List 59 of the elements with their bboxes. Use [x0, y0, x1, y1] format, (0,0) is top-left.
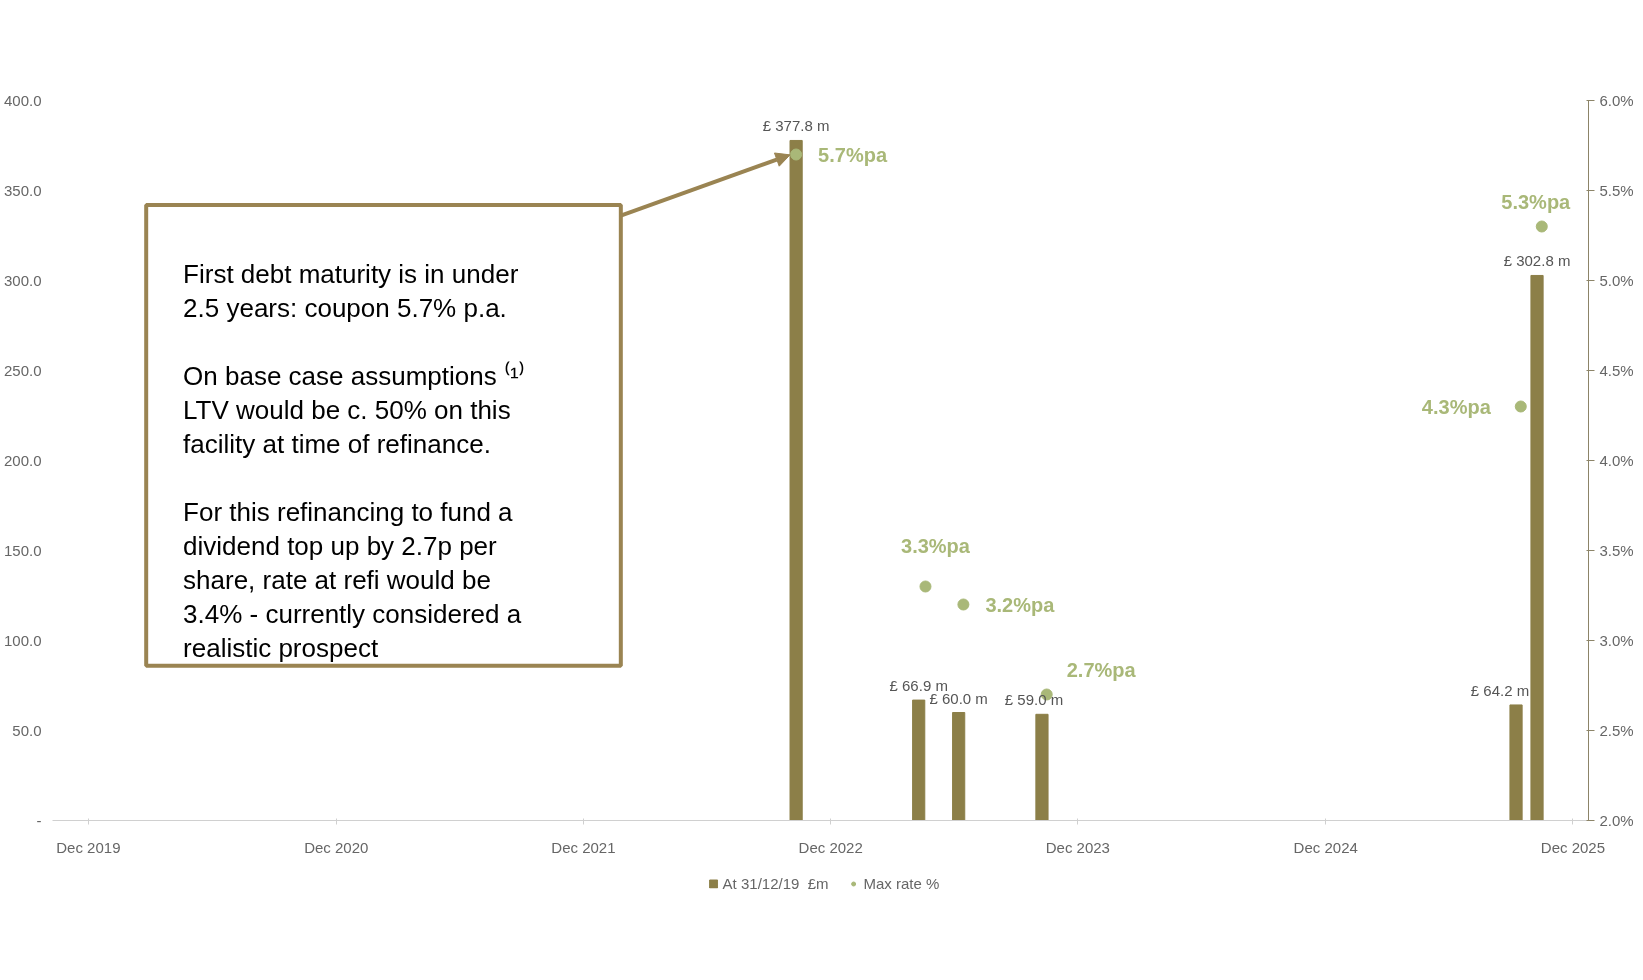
x-tick-label: Dec 2023 — [1045, 838, 1110, 856]
y2-tick-label: 4.0% — [1599, 452, 1634, 469]
x-tick-label: Dec 2021 — [551, 838, 616, 856]
y2-tick-label: 6.0% — [1599, 92, 1634, 109]
data-label: 3.3%pa — [901, 534, 971, 557]
y-tick-label: 50.0 — [12, 721, 42, 739]
data-label: £ 64.2 m — [1470, 681, 1530, 699]
annotation: For this refinancing to fund a — [183, 496, 514, 527]
annotation: 3.4% - currently considered a — [183, 598, 522, 629]
y2-tick-label: 2.0% — [1599, 812, 1634, 829]
point — [919, 580, 932, 593]
y-tick-label: 300.0 — [3, 271, 42, 289]
y-tick-label: 350.0 — [3, 181, 42, 199]
data-label: 5.7%pa — [818, 143, 888, 166]
y-tick-label: 200.0 — [3, 451, 42, 469]
bar — [1530, 274, 1544, 821]
data-label: 4.3%pa — [1421, 395, 1492, 418]
y-tick-label: - — [36, 811, 42, 829]
x-tick-label: Dec 2019 — [56, 838, 121, 856]
annotation: facility at time of refinance. — [183, 428, 491, 459]
y2-tick-label: 3.0% — [1599, 632, 1634, 649]
legend-label: Max rate % — [863, 874, 940, 892]
annotation: First debt maturity is in under — [183, 258, 519, 289]
y-tick-label: 150.0 — [3, 541, 42, 559]
bar — [1509, 704, 1523, 821]
y-tick-label: 100.0 — [3, 631, 42, 649]
annotation: dividend top up by 2.7p per — [183, 530, 498, 561]
data-label: £ 66.9 m — [889, 677, 948, 695]
x-tick-label: Dec 2020 — [304, 838, 369, 856]
y2-tick-label: 5.0% — [1599, 272, 1634, 289]
annotation: 2.5 years: coupon 5.7% p.a. — [183, 292, 507, 323]
y-tick-label: 250.0 — [3, 361, 42, 379]
y2-tick-label: 3.5% — [1599, 542, 1634, 559]
x-tick-label: Dec 2022 — [798, 838, 863, 856]
annotation: LTV would be c. 50% on this — [183, 394, 511, 425]
data-label: £ 59.0 m — [1004, 691, 1064, 709]
point — [957, 598, 970, 611]
y2-tick-label: 5.5% — [1599, 182, 1634, 199]
data-label: 5.3%pa — [1501, 190, 1572, 213]
bar — [789, 139, 803, 821]
point — [1535, 220, 1548, 233]
y2-tick-label: 2.5% — [1599, 722, 1634, 739]
point — [790, 148, 803, 161]
point — [1514, 400, 1527, 413]
x-tick-label: Dec 2024 — [1293, 838, 1358, 856]
data-label: 3.2%pa — [985, 593, 1056, 616]
legend-label: At 31/12/19 £m — [722, 874, 829, 892]
annotation: realistic prospect — [183, 632, 379, 663]
data-label: £ 377.8 m — [762, 117, 830, 135]
annotation: share, rate at refi would be — [183, 564, 491, 595]
y2-tick-label: 4.5% — [1599, 362, 1634, 379]
x-tick-label: Dec 2025 — [1540, 838, 1606, 856]
bar — [1035, 713, 1049, 821]
data-label: £ 302.8 m — [1503, 252, 1571, 270]
y-tick-label: 400.0 — [3, 91, 42, 109]
bar — [952, 712, 966, 821]
annotation: On base case assumptions ⁽¹⁾ — [183, 360, 525, 391]
data-label: 2.7%pa — [1066, 658, 1137, 681]
bar — [912, 699, 926, 821]
